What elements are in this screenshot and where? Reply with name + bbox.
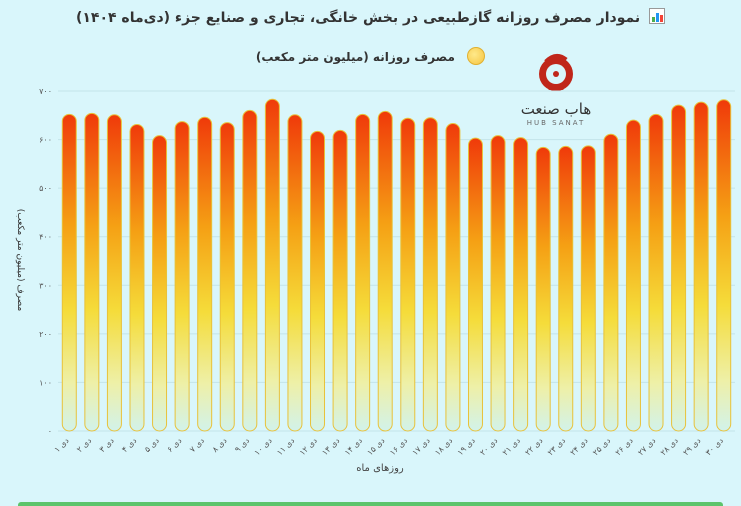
legend-label: مصرف روزانه (میلیون متر مکعب) (255, 50, 455, 64)
bar-25[interactable] (603, 133, 619, 432)
y-tick-label: ۱۰۰ (39, 378, 52, 387)
bar-15[interactable] (377, 110, 393, 432)
x-tick-label: ۹ دی (233, 436, 251, 454)
x-tick-label: ۳ دی (98, 436, 116, 454)
x-tick-label: ۱۰ دی (253, 436, 274, 457)
bar-16[interactable] (400, 117, 416, 432)
bar-14[interactable] (355, 113, 371, 432)
x-tick-label: ۱۹ دی (456, 436, 477, 457)
legend-swatch (467, 47, 486, 65)
bar-2[interactable] (84, 112, 100, 432)
x-tick-label: ۱۸ دی (433, 436, 454, 457)
bar-10[interactable] (264, 98, 280, 432)
bar-18[interactable] (445, 123, 461, 432)
logo-text-fa: هاب صنعت (520, 100, 592, 118)
y-axis-ticks: ۰ ۱۰۰ ۲۰۰ ۳۰۰ ۴۰۰ ۵۰۰ ۶۰۰ ۷۰۰ (39, 87, 52, 436)
bottom-accent-bar (18, 502, 723, 506)
x-tick-label: ۲۶ دی (614, 436, 635, 457)
y-tick-label: ۳۰۰ (39, 281, 52, 290)
x-tick-label: ۱۴ دی (343, 436, 364, 457)
bar-11[interactable] (287, 114, 303, 432)
x-tick-label: ۱۳ دی (320, 436, 341, 457)
bar-23[interactable] (558, 145, 574, 432)
x-tick-label: ۳۰ دی (704, 436, 725, 457)
bar-26[interactable] (625, 119, 641, 432)
x-tick-label: ۸ دی (211, 436, 229, 454)
y-axis-label: مصرف (میلیون متر مکعب) (15, 208, 25, 312)
bar-5[interactable] (152, 135, 168, 432)
bar-29[interactable] (693, 101, 709, 432)
logo-text-en: HUB SANAT (526, 119, 586, 127)
bar-30[interactable] (716, 99, 732, 432)
bar-22[interactable] (535, 146, 551, 432)
x-tick-label: ۲۱ دی (501, 436, 522, 457)
bar-1[interactable] (61, 113, 77, 432)
x-tick-label: ۲۷ دی (636, 436, 657, 457)
bar-28[interactable] (671, 104, 687, 432)
chart-title: نمودار مصرف روزانه گازطبیعی در بخش خانگی… (0, 8, 741, 26)
x-tick-label: ۲۳ دی (546, 436, 567, 457)
chart-icon (649, 8, 666, 24)
x-axis-label: روزهای ماه (356, 463, 404, 474)
x-tick-label: ۲ دی (75, 436, 93, 454)
bar-12[interactable] (310, 130, 326, 432)
x-tick-label: ۱۱ دی (275, 436, 296, 457)
x-tick-label: ۷ دی (188, 436, 206, 454)
x-tick-label: ۲۴ دی (569, 436, 590, 457)
x-tick-label: ۲۸ دی (659, 436, 680, 457)
bar-7[interactable] (197, 116, 213, 432)
y-tick-label: ۴۰۰ (39, 233, 52, 242)
bar-series[interactable] (61, 98, 732, 432)
bar-9[interactable] (242, 109, 258, 432)
x-tick-label: ۲۹ دی (681, 436, 702, 457)
grid-lines (58, 90, 735, 432)
chart-legend[interactable]: مصرف روزانه (میلیون متر مکعب) (0, 47, 741, 65)
bar-20[interactable] (490, 135, 506, 432)
bar-24[interactable] (580, 145, 596, 432)
bar-6[interactable] (174, 121, 190, 432)
x-tick-label: ۲۰ دی (478, 436, 499, 457)
x-tick-label: ۱۷ دی (411, 436, 432, 457)
y-tick-label: ۶۰۰ (39, 136, 52, 145)
bar-27[interactable] (648, 113, 664, 432)
chart-title-text: نمودار مصرف روزانه گازطبیعی در بخش خانگی… (75, 10, 641, 26)
x-tick-label: ۱۲ دی (298, 436, 319, 457)
x-tick-label: ۵ دی (143, 436, 161, 454)
logo-mark-icon (539, 54, 573, 91)
bar-13[interactable] (332, 129, 348, 432)
x-tick-label: ۶ دی (165, 436, 183, 454)
y-tick-label: ۲۰۰ (39, 330, 52, 339)
y-tick-label: ۰ (48, 427, 52, 436)
y-tick-label: ۷۰۰ (39, 87, 52, 96)
hub-sanat-logo: هاب صنعت HUB SANAT (514, 52, 598, 130)
x-tick-label: ۱۵ دی (365, 436, 386, 457)
bar-4[interactable] (129, 124, 145, 432)
bar-8[interactable] (219, 122, 235, 432)
bar-19[interactable] (467, 137, 483, 432)
bar-21[interactable] (513, 137, 529, 432)
y-tick-label: ۵۰۰ (39, 184, 52, 193)
x-tick-label: ۴ دی (120, 436, 138, 454)
x-tick-label: ۱ دی (53, 436, 71, 454)
x-tick-label: ۲۵ دی (591, 436, 612, 457)
x-tick-label: ۲۲ دی (523, 436, 544, 457)
bar-17[interactable] (422, 117, 438, 432)
x-tick-label: ۱۶ دی (388, 436, 409, 457)
bar-3[interactable] (106, 114, 122, 432)
